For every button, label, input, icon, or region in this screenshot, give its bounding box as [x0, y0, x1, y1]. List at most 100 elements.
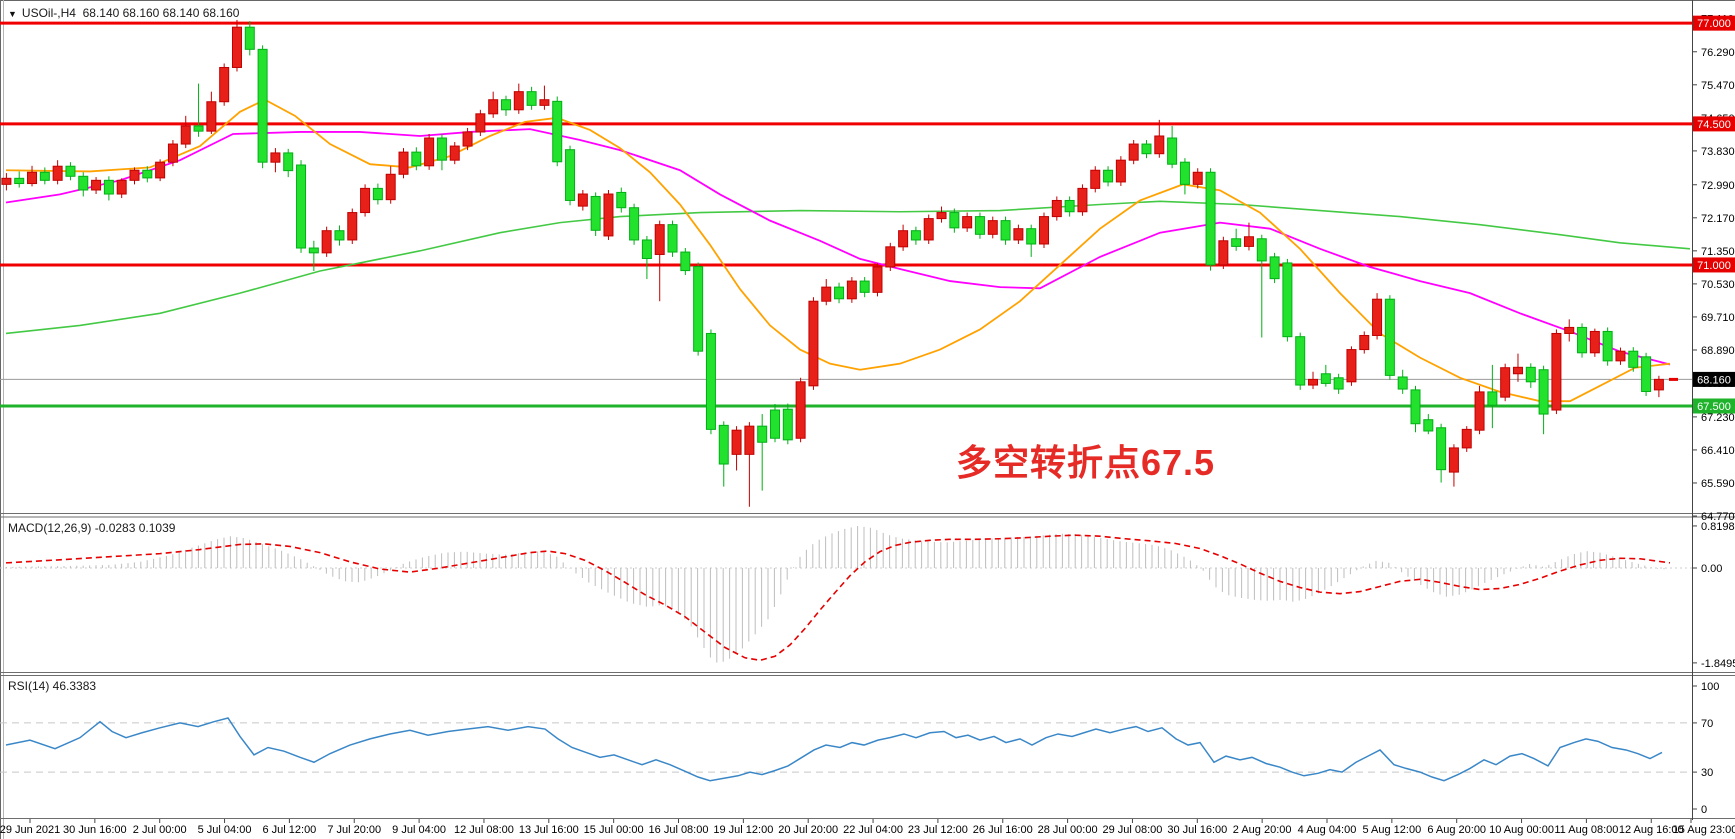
time-axis-label: 19 Jul 12:00 [713, 824, 773, 836]
macd-axis-label: 0.00 [1701, 563, 1722, 575]
macd-indicator-label: MACD(12,26,9) -0.0283 0.1039 [8, 521, 176, 535]
price-axis-label: 72.170 [1701, 213, 1735, 225]
candle-body [693, 266, 704, 352]
time-axis-label: 6 Aug 20:00 [1427, 824, 1486, 836]
candle-body [219, 66, 230, 103]
candle-body [782, 408, 793, 441]
candle-body [654, 224, 665, 255]
candle-body [616, 191, 627, 209]
candle-body [155, 161, 166, 179]
candle-body [539, 99, 550, 106]
price-badge [1693, 398, 1735, 414]
time-axis-label: 23 Jul 12:00 [908, 824, 968, 836]
candle-body [565, 149, 576, 201]
candle-body [385, 173, 396, 201]
price-badge-text: 68.160 [1697, 374, 1731, 386]
price-badge [1693, 15, 1735, 31]
candle-body [808, 300, 819, 387]
price-axis-label: 70.530 [1701, 279, 1735, 291]
candle-body [1346, 349, 1357, 383]
candle-body [1384, 298, 1395, 376]
candle-body [641, 239, 652, 260]
time-axis-label: 10 Aug 00:00 [1489, 824, 1554, 836]
candle-body [424, 137, 435, 167]
candle-body [667, 224, 678, 253]
candle-body [898, 230, 909, 248]
candle-body [872, 266, 883, 293]
time-axis-label: 4 Aug 04:00 [1298, 824, 1357, 836]
candle-body [1333, 377, 1344, 390]
candle-body [885, 246, 896, 268]
candle-body [360, 187, 371, 214]
candle-body [500, 99, 511, 111]
candle-body [821, 286, 832, 302]
candle-body [231, 26, 242, 68]
candle-body [1474, 391, 1485, 431]
candle-body [436, 137, 447, 161]
candle-body [14, 177, 25, 185]
candle-body [757, 425, 768, 443]
candle-body [1589, 330, 1600, 354]
macd-signal-line [5, 534, 1671, 662]
price-badge-text: 74.500 [1697, 119, 1731, 131]
ma-magenta [5, 128, 1671, 366]
candle-body [1551, 332, 1562, 411]
candle-body [629, 207, 640, 241]
time-axis-label: 2 Aug 20:00 [1233, 824, 1292, 836]
time-axis-label: 9 Jul 04:00 [392, 824, 446, 836]
candle-body [1013, 228, 1024, 241]
chevron-down-icon[interactable]: ▼ [8, 9, 17, 19]
rsi-indicator-label: RSI(14) 46.3383 [8, 679, 97, 693]
time-axis-label: 2 Jul 00:00 [133, 824, 187, 836]
candle-body [526, 91, 537, 106]
candle-body [78, 175, 89, 191]
candle-body [1487, 391, 1498, 406]
ma-orange [5, 98, 1671, 403]
candle-body [834, 286, 845, 300]
candle-body [398, 151, 409, 175]
rsi-axis-label: 100 [1701, 681, 1719, 693]
candle-body [283, 152, 294, 172]
time-axis-label: 12 Aug 16:00 [1619, 824, 1684, 836]
price-axis-label: 72.990 [1701, 180, 1735, 192]
time-axis-label: 15 Aug 23:00 [1673, 824, 1735, 836]
price-axis-label: 75.470 [1701, 80, 1735, 92]
candle-body [449, 145, 460, 161]
candle-body [372, 187, 383, 201]
symbol-header[interactable]: ▼ USOil-,H4 68.140 68.160 68.140 68.160 [8, 6, 239, 20]
candle-body [1653, 378, 1664, 391]
price-badge [1693, 116, 1735, 132]
candle-body [1448, 447, 1459, 473]
time-axis-label: 30 Jul 16:00 [1167, 824, 1227, 836]
candle-body [1026, 228, 1037, 245]
candle-body [1128, 143, 1139, 161]
time-axis-label: 26 Jul 16:00 [973, 824, 1033, 836]
candle-body [1295, 336, 1306, 386]
candle-body [52, 165, 63, 181]
time-axis-label: 13 Jul 16:00 [519, 824, 579, 836]
candle-body [27, 171, 38, 185]
price-axis-label: 64.770 [1701, 511, 1735, 523]
candle-body [116, 179, 127, 195]
symbol-ohlc-text: USOil-,H4 68.140 68.160 68.140 68.160 [21, 6, 240, 20]
candle-body [1103, 169, 1114, 183]
time-axis-label: 29 Jul 08:00 [1102, 824, 1162, 836]
candle-body [1423, 419, 1434, 432]
macd-axis-label: -1.8495 [1701, 658, 1735, 670]
candle-body [1577, 326, 1588, 354]
price-axis-label: 76.290 [1701, 47, 1735, 59]
candle-body [923, 218, 934, 241]
candle-body [1500, 367, 1511, 398]
candle-body [1628, 350, 1639, 368]
candle-body [142, 169, 153, 179]
candle-body [731, 429, 742, 455]
price-axis-label: 66.410 [1701, 445, 1735, 457]
time-axis-label: 6 Jul 12:00 [262, 824, 316, 836]
candle-body [718, 424, 729, 465]
current-price-marker [1669, 377, 1678, 381]
candle-body [1615, 350, 1626, 362]
price-axis-label: 65.590 [1701, 478, 1735, 490]
candle-body [680, 251, 691, 272]
candle-body [744, 425, 755, 455]
